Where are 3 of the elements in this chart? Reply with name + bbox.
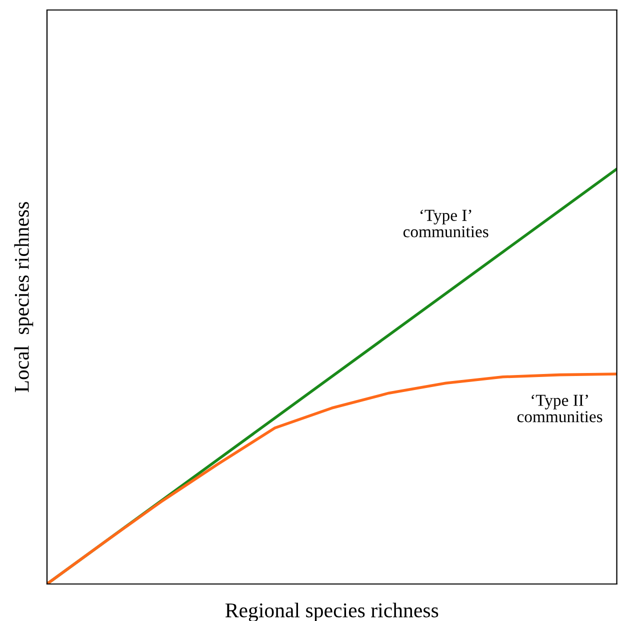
y-axis-title: Local species richness xyxy=(14,202,34,392)
series-label: ‘Type II’ communities xyxy=(517,394,602,422)
series-label: ‘Type I’ communities xyxy=(403,210,488,238)
